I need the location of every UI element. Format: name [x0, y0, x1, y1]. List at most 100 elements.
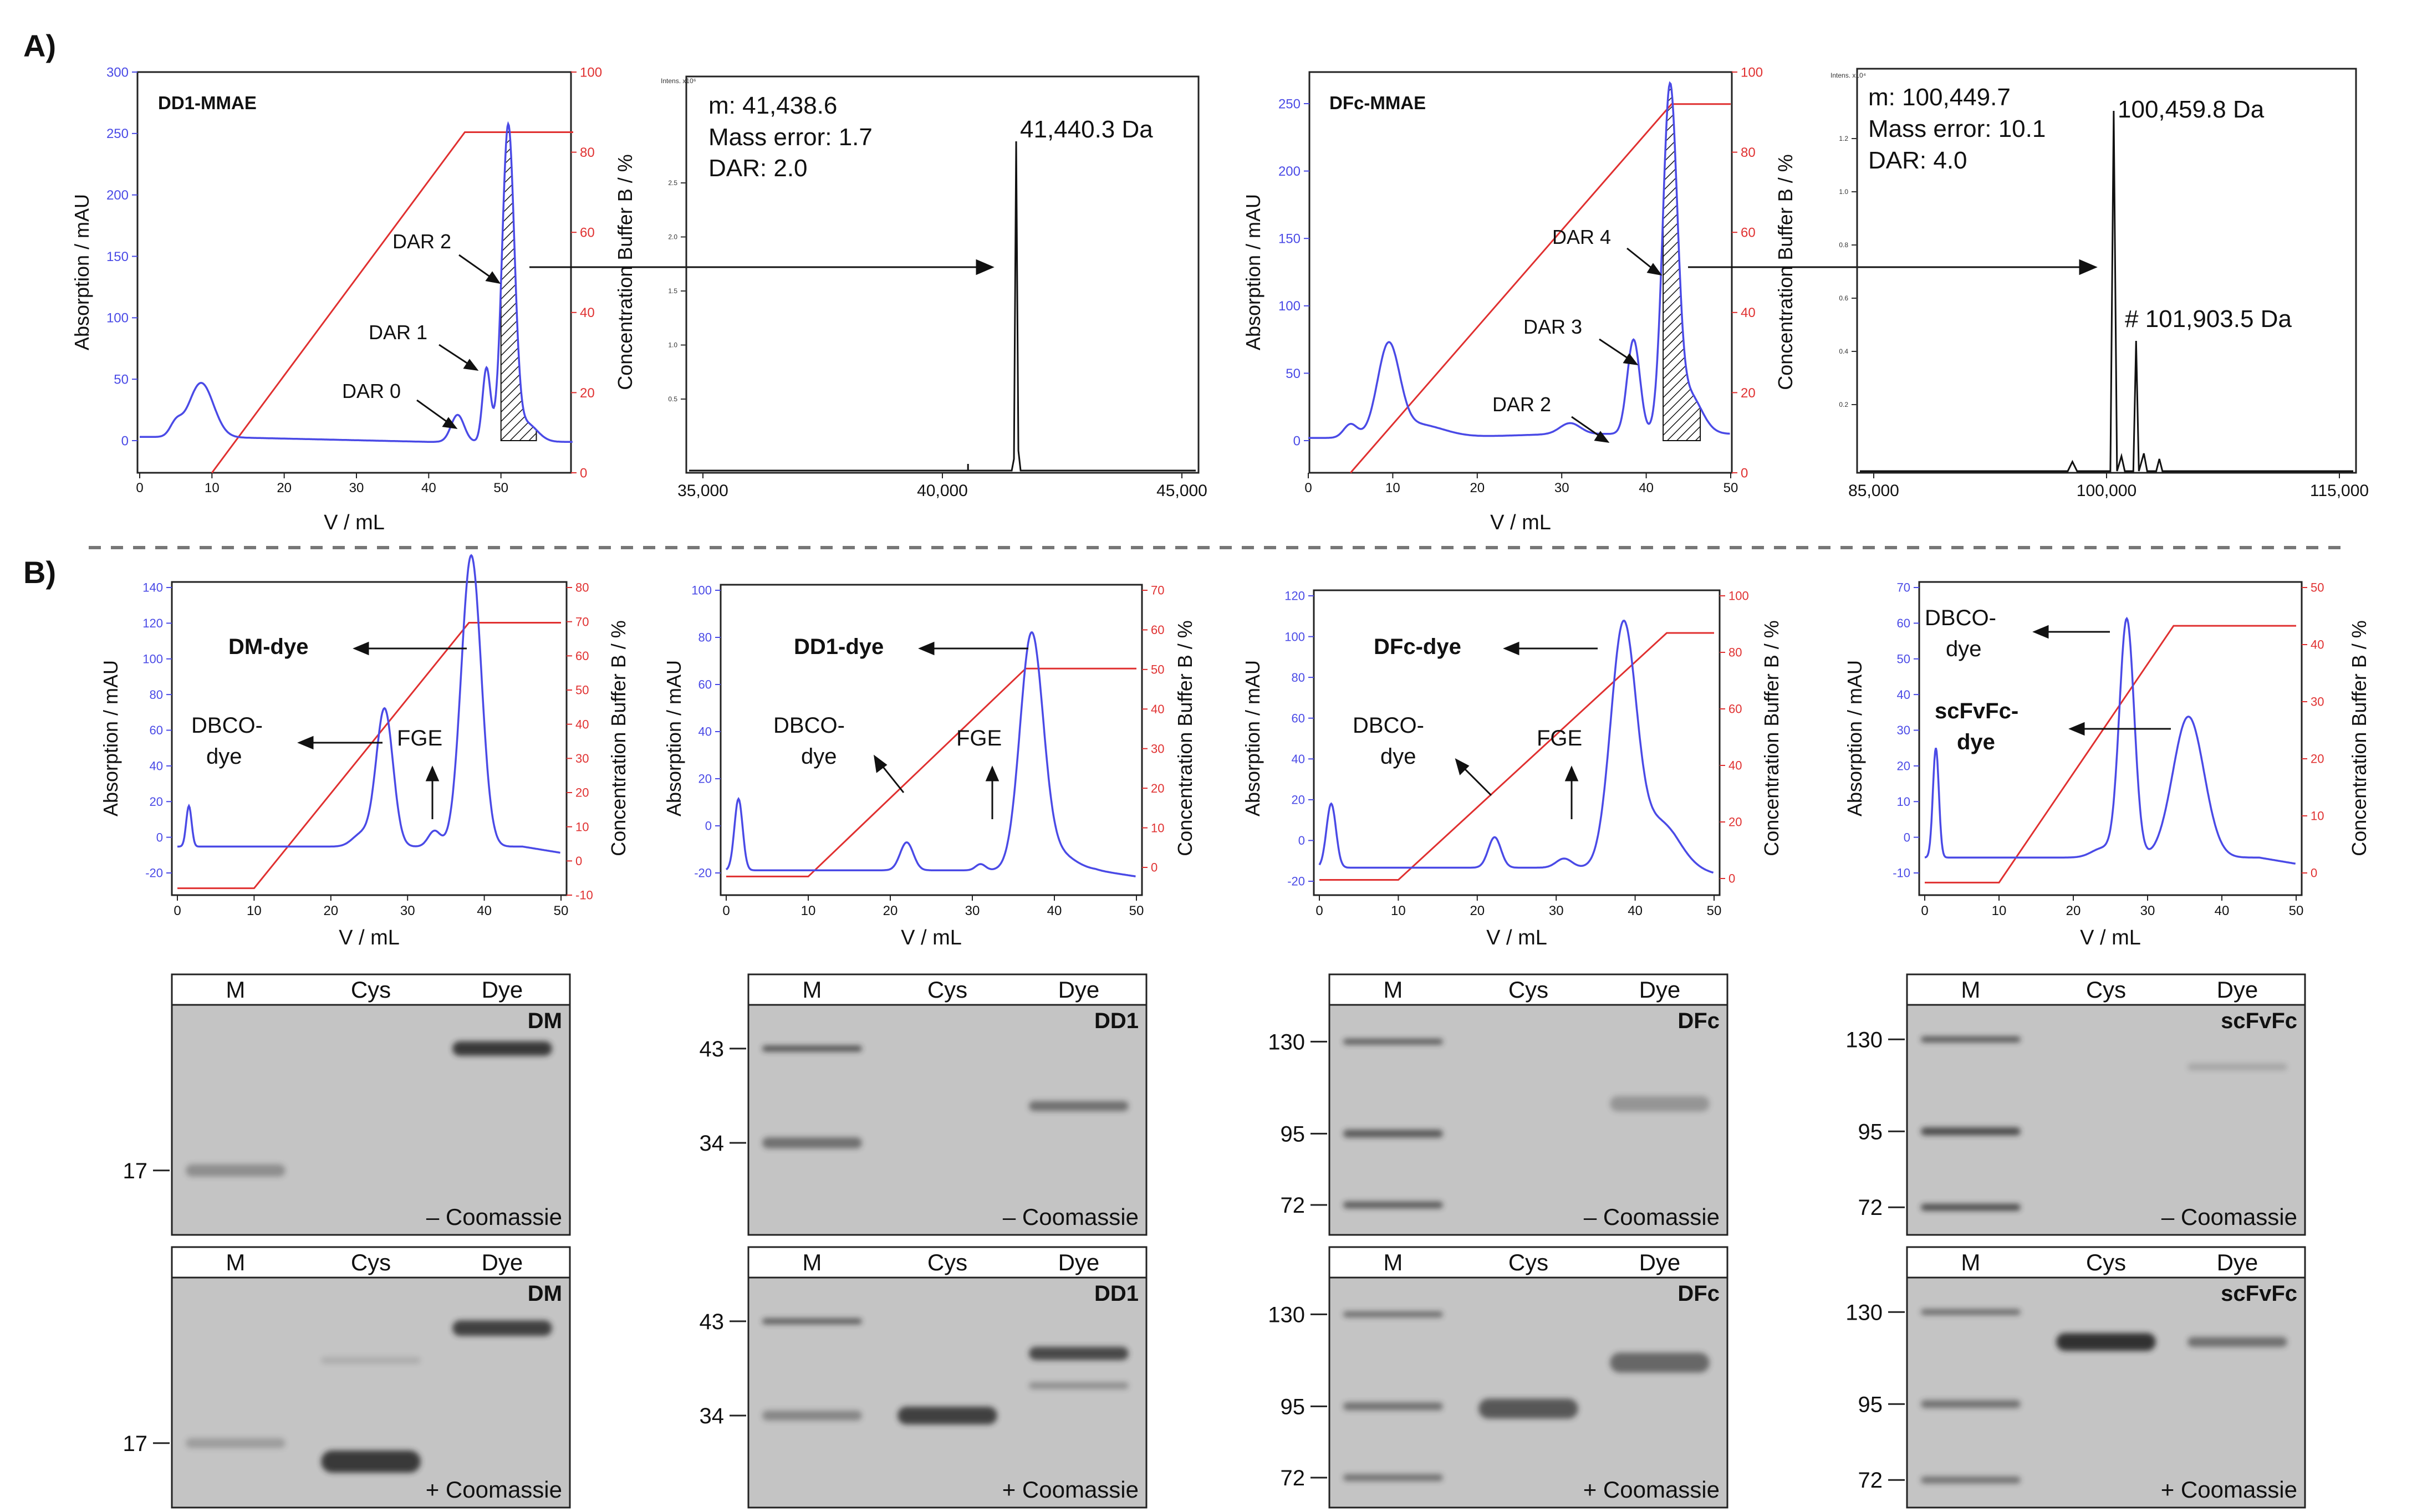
y-tick-label: 60 [575, 649, 589, 663]
gel-band [1921, 1127, 2021, 1136]
y-tick-label: 80 [1292, 671, 1305, 685]
lane-label: M [802, 977, 822, 1003]
left-axis-label: Absorption / mAU [1241, 660, 1264, 816]
gel-band [1921, 1036, 2021, 1043]
gel-band [1343, 1311, 1443, 1317]
lane-label: Dye [1058, 1249, 1100, 1275]
y-tick-label: 40 [1151, 702, 1164, 716]
marker-label: 72 [1281, 1193, 1306, 1218]
x-tick-label: 40 [421, 481, 436, 496]
y-tick-label: 20 [580, 386, 595, 401]
dd1-mmae-chromatogram: DD1-MMAE 0 10 20 30 40 50 0 50 100 150 200 250 300 0 2… [70, 65, 636, 534]
y-tick-label: 300 [106, 65, 129, 80]
right-axis-label: Concentration Buffer B / % [607, 620, 630, 856]
y-tick-label: 20 [698, 772, 712, 786]
y-tick-label: 80 [575, 581, 589, 595]
y-tick-label: 0.6 [1839, 294, 1848, 302]
y-tick-label: 1.0 [668, 341, 677, 349]
gel-band [762, 1318, 862, 1324]
y-tick-label: 120 [1284, 589, 1305, 603]
ms-peak-label: 41,440.3 Da [1020, 116, 1153, 143]
y-tick-label: 100 [1728, 589, 1749, 603]
lane-label: M [802, 1249, 822, 1275]
x-tick-label: 40 [477, 903, 492, 918]
y-tick-label: 30 [1897, 723, 1910, 737]
gel-band [2056, 1333, 2156, 1351]
dd1-gel-plus-coomassie: M Cys Dye DD1 + Coomassie 43 34 [700, 1246, 1148, 1509]
y-tick-label: 200 [106, 188, 129, 203]
x-tick-label: 50 [493, 481, 508, 496]
y-tick-label: -20 [1287, 875, 1305, 888]
protein-label: DM [528, 1281, 562, 1306]
y-tick-label: 20 [1897, 759, 1910, 773]
y-tick-label: 40 [575, 717, 589, 731]
y-tick-label: 0 [121, 433, 129, 448]
y-tick-label: 0 [1298, 834, 1305, 847]
fge-label: FGE [1537, 726, 1582, 750]
protein-label: scFvFc [2221, 1009, 2297, 1033]
gel-band [1029, 1382, 1129, 1390]
x-tick-label: 40 [1047, 903, 1062, 918]
stain-label: – Coomassie [1003, 1204, 1139, 1230]
ms-info-line-1: m: 100,449.7 [1868, 84, 2011, 111]
x-axis-label: V / mL [324, 511, 385, 534]
annotation-arrows [416, 254, 501, 429]
protein-label: scFvFc [2221, 1281, 2297, 1306]
x-tick-label: 0 [1315, 903, 1323, 918]
marker-label: 72 [1858, 1468, 1883, 1493]
y-tick-label: 30 [2311, 695, 2324, 709]
product-label: DM-dye [228, 635, 308, 659]
y-tick-label: 40 [1741, 305, 1756, 320]
y-tick-label: 80 [580, 145, 595, 160]
lane-label: Dye [1058, 977, 1100, 1003]
stain-label: – Coomassie [426, 1204, 562, 1230]
y-tick-label: 0.4 [1839, 348, 1848, 355]
scfvfc-dye-chromatogram: 0 10 20 30 40 50 -10 0 10 20 30 40 50 60 70 0 10 20 30 40 50… [1843, 581, 2370, 949]
y-tick-label: 0.2 [1839, 401, 1848, 408]
y-tick-label: 0 [1741, 466, 1748, 481]
x-tick-label: 40,000 [917, 482, 968, 500]
y-tick-label: 0 [575, 854, 582, 868]
annotation-arrows [1571, 247, 1663, 443]
lane-label: Dye [482, 977, 523, 1003]
ms-y-title: Intens. x10⁴ [1830, 71, 1866, 79]
x-tick-label: 50 [1723, 481, 1738, 496]
y-tick-label: 0 [2311, 866, 2317, 880]
ms-info-line-3: DAR: 4.0 [1868, 147, 1967, 174]
y-tick-label: 0.8 [1839, 241, 1848, 249]
dd1-gel-minus-coomassie: M Cys Dye DD1 – Coomassie 43 34 [700, 973, 1148, 1236]
marker-label: 95 [1281, 1394, 1306, 1419]
y-tick-label: 40 [1728, 759, 1742, 773]
gel-image [747, 1276, 1148, 1509]
lane-label: Dye [1639, 1249, 1681, 1275]
gel-band [898, 1407, 997, 1424]
x-tick-label: 45,000 [1156, 482, 1207, 500]
y-tick-label: 20 [2311, 752, 2324, 766]
gel-image [1906, 1004, 2306, 1236]
product-label-1: scFvFc- [1935, 699, 2018, 723]
right-axis-label: Concentration Buffer B / % [1774, 154, 1797, 390]
y-tick-label: 20 [575, 786, 589, 800]
y-tick-label: 20 [1728, 815, 1742, 829]
panel-label-a: A) [23, 28, 56, 63]
right-axis-label: Concentration Buffer B / % [1760, 620, 1783, 856]
dar2-label: DAR 2 [392, 230, 451, 253]
lane-label: M [1961, 1249, 1980, 1275]
marker-label: 130 [1268, 1302, 1305, 1327]
x-tick-label: 20 [323, 903, 338, 918]
y-tick-label: 50 [1286, 366, 1301, 381]
marker-label: 17 [123, 1159, 148, 1183]
gel-image [171, 1276, 571, 1509]
y-tick-label: 60 [580, 226, 595, 241]
y-tick-label: 50 [1897, 652, 1910, 666]
ms-info-line-2: Mass error: 1.7 [708, 124, 873, 151]
x-tick-label: 10 [801, 903, 816, 918]
gel-image [171, 1004, 571, 1236]
y-tick-label: 10 [575, 820, 589, 834]
y-tick-label: 60 [1741, 226, 1756, 241]
y-tick-label: 70 [1151, 584, 1164, 597]
y-tick-label: 1.0 [1839, 188, 1848, 196]
y-tick-label: -10 [575, 888, 593, 902]
y-tick-label: -20 [145, 866, 163, 880]
